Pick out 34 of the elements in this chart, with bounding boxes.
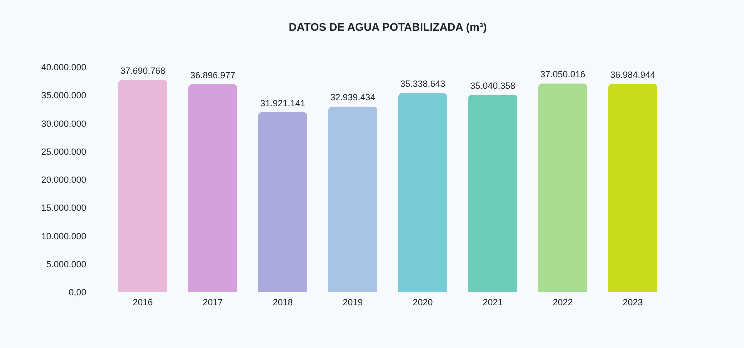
y-tick-label: 35.000.000 [41,90,86,101]
bar [398,93,448,292]
chart-title: DATOS DE AGUA POTABILIZADA (m³) [289,22,488,34]
x-tick-label: 2020 [412,298,434,308]
x-tick-label: 2018 [272,298,294,308]
y-tick-label: 0,00 [68,288,86,298]
y-tick-label: 30.000.000 [41,118,86,129]
y-tick-label: 5.000.000 [46,259,86,270]
y-tick-label: 15.000.000 [41,203,86,214]
x-tick-label: 2019 [342,298,364,308]
data-label: 31.921.141 [260,98,306,108]
x-tick-label: 2016 [132,298,154,308]
bar [608,84,658,292]
bar [328,106,378,292]
x-tick-label: 2022 [552,298,574,308]
bar [258,112,308,292]
bar [538,84,588,292]
data-label: 35.338.643 [400,79,446,90]
bar [118,80,168,292]
x-tick-label: 2023 [622,298,644,308]
y-tick-label: 20.000.000 [41,175,86,185]
x-tick-label: 2021 [482,298,504,308]
x-tick-label: 2017 [202,298,224,308]
data-label: 37.690.768 [120,66,166,76]
data-label: 37.050.016 [540,70,586,80]
data-label: 32.939.434 [330,92,376,103]
y-tick-label: 10.000.000 [41,231,86,242]
data-label: 35.040.358 [470,80,516,91]
bar [188,84,238,292]
data-label: 36.984.944 [610,70,656,80]
y-tick-label: 25.000.000 [41,146,86,157]
y-tick-label: 40.000.000 [41,62,86,72]
bar [468,94,518,292]
data-label: 36.896.977 [190,70,236,80]
